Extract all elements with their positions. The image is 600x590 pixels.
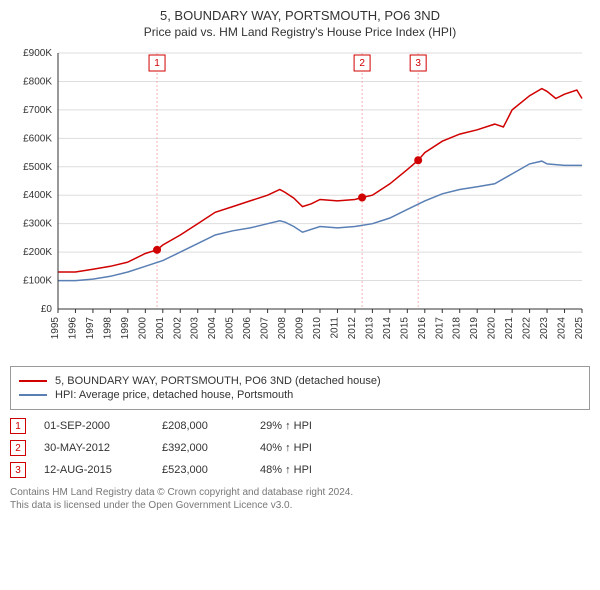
svg-text:3: 3 — [415, 58, 421, 69]
marker-badge-1: 1 — [10, 418, 26, 434]
svg-text:£300K: £300K — [23, 219, 52, 230]
legend-swatch-2 — [19, 394, 47, 396]
svg-text:2010: 2010 — [312, 317, 323, 340]
svg-text:1996: 1996 — [67, 317, 78, 340]
svg-text:2016: 2016 — [417, 317, 428, 340]
svg-text:2018: 2018 — [452, 317, 463, 340]
marker-price-1: £208,000 — [162, 420, 242, 432]
marker-price-2: £392,000 — [162, 442, 242, 454]
chart-title: 5, BOUNDARY WAY, PORTSMOUTH, PO6 3ND — [10, 8, 590, 23]
svg-text:2011: 2011 — [329, 317, 340, 339]
svg-text:2004: 2004 — [207, 317, 218, 340]
svg-text:2021: 2021 — [504, 317, 515, 340]
marker-badge-3: 3 — [10, 462, 26, 478]
chart-area: £0 £100K £200K £300K £400K £500K £600K £700K £80… — [10, 47, 590, 360]
svg-text:2: 2 — [359, 58, 365, 69]
svg-text:2013: 2013 — [364, 317, 375, 340]
legend-row-1: 5, BOUNDARY WAY, PORTSMOUTH, PO6 3ND (de… — [19, 375, 581, 387]
marker-hpi-3: 48% ↑ HPI — [260, 464, 360, 476]
svg-text:2020: 2020 — [487, 317, 498, 340]
svg-text:£100K: £100K — [23, 276, 52, 287]
marker-date-2: 30-MAY-2012 — [44, 442, 144, 454]
svg-text:£400K: £400K — [23, 190, 52, 201]
svg-text:2006: 2006 — [242, 317, 253, 340]
legend-swatch-1 — [19, 380, 47, 382]
svg-text:2001: 2001 — [155, 317, 166, 340]
svg-text:1: 1 — [154, 58, 160, 69]
marker-hpi-2: 40% ↑ HPI — [260, 442, 360, 454]
chart-subtitle: Price paid vs. HM Land Registry's House … — [10, 25, 590, 39]
svg-text:£800K: £800K — [23, 76, 52, 87]
svg-text:1997: 1997 — [85, 317, 96, 340]
svg-text:1999: 1999 — [120, 317, 131, 340]
svg-text:2012: 2012 — [347, 317, 358, 340]
svg-text:£200K: £200K — [23, 247, 52, 258]
legend-row-2: HPI: Average price, detached house, Port… — [19, 389, 581, 401]
svg-text:£500K: £500K — [23, 162, 52, 173]
svg-text:2022: 2022 — [522, 317, 533, 340]
svg-text:2009: 2009 — [295, 317, 306, 340]
svg-text:2002: 2002 — [172, 317, 183, 340]
credits: Contains HM Land Registry data © Crown c… — [10, 486, 590, 512]
svg-text:£0: £0 — [41, 304, 53, 315]
svg-text:2024: 2024 — [557, 317, 568, 340]
marker-row: 1 01-SEP-2000 £208,000 29% ↑ HPI — [10, 418, 590, 434]
svg-text:1998: 1998 — [102, 317, 113, 340]
legend-box: 5, BOUNDARY WAY, PORTSMOUTH, PO6 3ND (de… — [10, 366, 590, 410]
marker-date-1: 01-SEP-2000 — [44, 420, 144, 432]
svg-text:2014: 2014 — [382, 317, 393, 340]
svg-text:2017: 2017 — [434, 317, 445, 340]
marker-row: 2 30-MAY-2012 £392,000 40% ↑ HPI — [10, 440, 590, 456]
svg-text:2005: 2005 — [225, 317, 236, 340]
svg-text:2000: 2000 — [137, 317, 148, 340]
svg-text:2008: 2008 — [277, 317, 288, 340]
marker-date-3: 12-AUG-2015 — [44, 464, 144, 476]
legend-label-1: 5, BOUNDARY WAY, PORTSMOUTH, PO6 3ND (de… — [55, 375, 381, 387]
svg-text:£600K: £600K — [23, 133, 52, 144]
svg-text:1995: 1995 — [50, 317, 61, 340]
svg-text:2019: 2019 — [469, 317, 480, 340]
svg-text:£900K: £900K — [23, 48, 52, 59]
marker-hpi-1: 29% ↑ HPI — [260, 420, 360, 432]
page-container: 5, BOUNDARY WAY, PORTSMOUTH, PO6 3ND Pri… — [0, 0, 600, 590]
svg-text:2003: 2003 — [190, 317, 201, 340]
marker-table: 1 01-SEP-2000 £208,000 29% ↑ HPI 2 30-MA… — [10, 418, 590, 478]
credits-line-2: This data is licensed under the Open Gov… — [10, 499, 590, 512]
svg-text:2025: 2025 — [574, 317, 585, 340]
credits-line-1: Contains HM Land Registry data © Crown c… — [10, 486, 590, 499]
svg-text:£700K: £700K — [23, 105, 52, 116]
svg-text:2023: 2023 — [539, 317, 550, 340]
marker-row: 3 12-AUG-2015 £523,000 48% ↑ HPI — [10, 462, 590, 478]
line-chart-svg: £0 £100K £200K £300K £400K £500K £600K £700K £80… — [10, 47, 590, 357]
marker-badge-2: 2 — [10, 440, 26, 456]
svg-text:2007: 2007 — [260, 317, 271, 340]
svg-text:2015: 2015 — [399, 317, 410, 340]
marker-price-3: £523,000 — [162, 464, 242, 476]
legend-label-2: HPI: Average price, detached house, Port… — [55, 389, 293, 401]
